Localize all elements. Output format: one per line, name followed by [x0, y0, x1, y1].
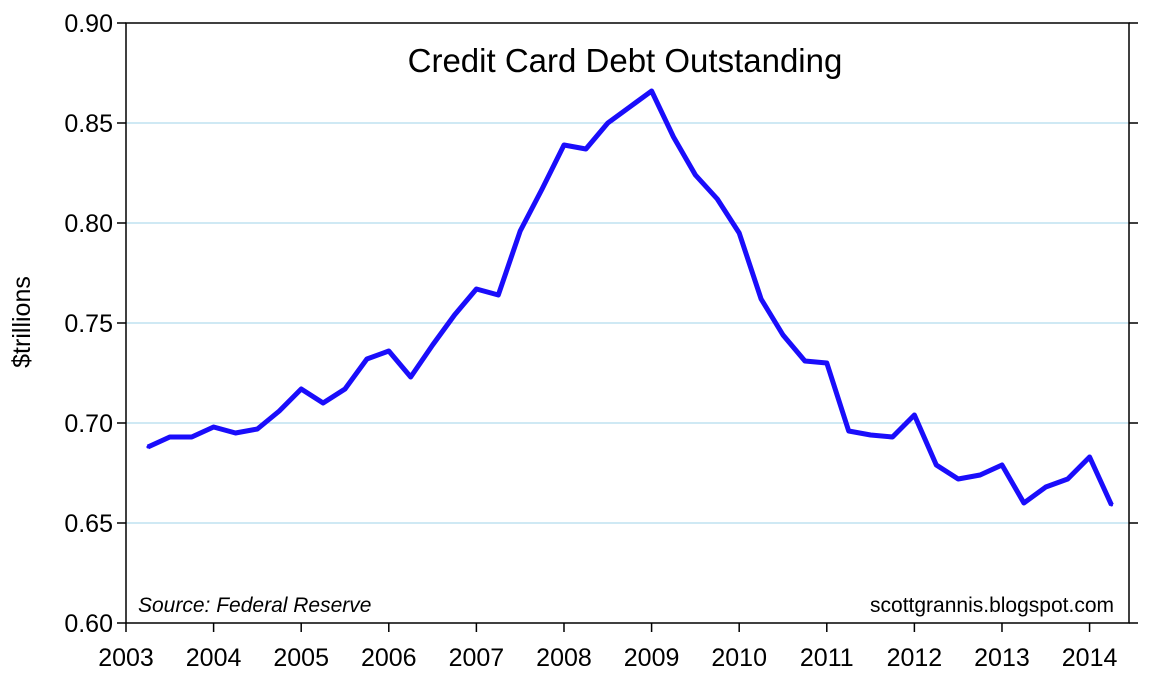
data-point	[781, 333, 785, 337]
x-tick-label-2008: 2008	[536, 644, 592, 672]
data-point	[343, 387, 347, 391]
data-point	[518, 229, 522, 233]
data-point	[562, 143, 566, 147]
data-point	[365, 357, 369, 361]
x-tick-label-2005: 2005	[273, 644, 329, 672]
x-tick-label-2012: 2012	[887, 644, 943, 672]
y-tick-label-0.70: 0.70	[64, 410, 113, 438]
series-layer	[146, 88, 1114, 507]
y-tick-label-0.75: 0.75	[64, 310, 113, 338]
data-point	[453, 313, 456, 317]
data-point	[146, 445, 150, 449]
data-point	[956, 477, 960, 481]
gridlines	[126, 122, 1129, 524]
data-point	[869, 433, 873, 437]
source-annotation: Source: Federal Reserve	[138, 594, 371, 617]
data-point	[628, 105, 632, 109]
x-tick-label-2010: 2010	[711, 644, 767, 672]
data-point	[1022, 501, 1026, 505]
data-point	[321, 401, 325, 405]
data-point	[1000, 463, 1004, 467]
data-point	[584, 147, 588, 151]
x-tick-label-2007: 2007	[449, 644, 505, 672]
data-point	[168, 435, 172, 439]
x-tick-label-2006: 2006	[361, 644, 417, 672]
data-point	[650, 89, 654, 93]
data-point	[1088, 455, 1092, 459]
data-point	[431, 343, 435, 347]
y-tick-label-0.60: 0.60	[64, 610, 113, 638]
data-point	[693, 173, 697, 177]
data-point	[496, 293, 500, 297]
y-tick-label-0.65: 0.65	[64, 510, 113, 538]
series-line-0	[146, 88, 1114, 507]
data-point	[255, 427, 259, 431]
data-point	[1066, 477, 1070, 481]
data-point	[978, 473, 982, 477]
x-tick-label-2003: 2003	[98, 644, 154, 672]
data-point	[737, 231, 741, 235]
data-point	[409, 375, 413, 379]
data-point	[277, 409, 281, 413]
x-tick-label-2004: 2004	[186, 644, 242, 672]
axes	[117, 22, 1138, 632]
data-point	[912, 413, 916, 417]
y-tick-label-0.90: 0.90	[64, 10, 113, 38]
data-point	[1044, 485, 1048, 489]
data-point	[540, 187, 544, 191]
data-point	[759, 297, 763, 301]
data-point	[803, 359, 807, 363]
data-point	[299, 387, 303, 391]
data-point	[212, 425, 216, 429]
x-tick-label-2014: 2014	[1062, 644, 1118, 672]
data-point	[891, 435, 894, 439]
data-point	[387, 349, 391, 353]
data-point	[825, 361, 829, 365]
x-tick-label-2011: 2011	[800, 644, 854, 672]
tick-labels: 0.60 0.65 0.70 0.75 0.80 0.85 0.90 2003 2004 2005…	[64, 10, 1117, 672]
data-point	[606, 121, 610, 125]
chart-title: Credit Card Debt Outstanding	[408, 42, 843, 79]
credit-annotation: scottgrannis.blogspot.com	[870, 594, 1114, 617]
y-tick-label-0.85: 0.85	[64, 110, 113, 138]
data-point	[847, 429, 851, 433]
data-point	[234, 431, 237, 435]
data-point	[934, 463, 938, 467]
y-axis-title: $trillions	[8, 276, 36, 368]
y-tick-label-0.80: 0.80	[64, 210, 113, 238]
data-point	[1110, 503, 1113, 507]
data-point	[715, 197, 719, 201]
x-tick-label-2013: 2013	[974, 644, 1030, 672]
x-tick-label-2009: 2009	[624, 644, 680, 672]
data-point	[190, 435, 194, 439]
data-point	[672, 135, 675, 139]
data-point	[474, 287, 478, 291]
